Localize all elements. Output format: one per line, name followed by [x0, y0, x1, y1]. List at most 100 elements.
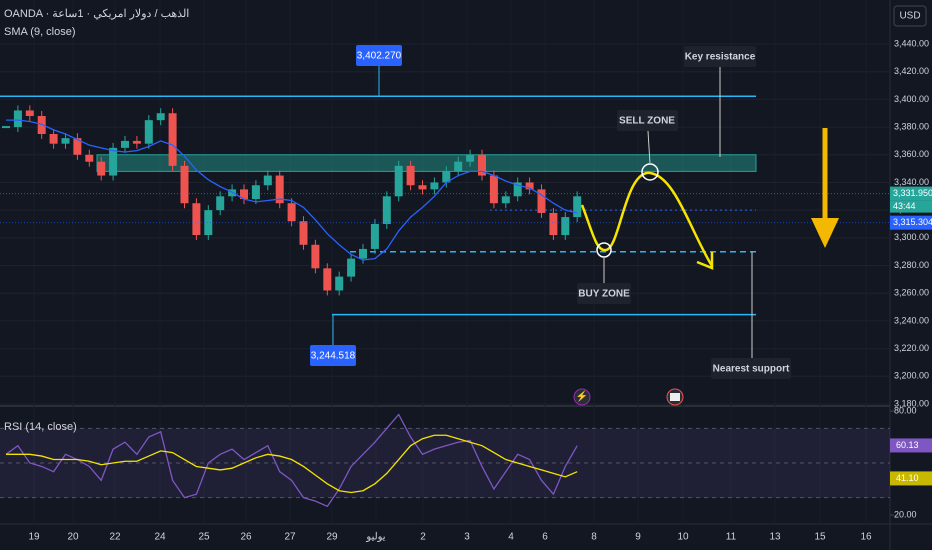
candle-body [61, 138, 70, 144]
candle-body [478, 154, 486, 176]
x-tick-label: 8 [591, 532, 597, 543]
y-tick-label: 3,400.00 [894, 94, 929, 104]
candle-body [370, 224, 379, 249]
rsi-line [5, 413, 578, 508]
x-tick-label: 4 [508, 532, 514, 543]
rsi-label[interactable]: RSI (14, close) [4, 421, 77, 433]
x-tick-label: 10 [677, 532, 689, 543]
rsi-band [0, 428, 890, 498]
level-label-box [356, 45, 402, 66]
candle-body [132, 140, 141, 144]
candle-body [180, 165, 189, 204]
candle-body [85, 154, 94, 162]
candle-body [192, 203, 201, 236]
candle-body [216, 196, 225, 211]
candle-body [263, 175, 272, 186]
rsi-ma-line [6, 434, 578, 494]
rsi-tag-label: 41.10 [896, 473, 919, 483]
level-label: 3,244.518 [311, 351, 356, 362]
annotation: Nearest support [713, 364, 790, 375]
x-tick-label: 9 [635, 532, 641, 543]
candle-body [347, 258, 356, 277]
candle-body [287, 203, 296, 222]
candle-body [144, 120, 153, 144]
x-tick-label: 20 [67, 532, 79, 543]
candle-body [25, 110, 34, 116]
candle-body [275, 175, 284, 204]
down-arrow-head [811, 218, 839, 248]
y-tick-label: 3,240.00 [894, 315, 929, 325]
rsi-tag [890, 471, 932, 486]
indicator-label[interactable]: SMA (9, close) [4, 26, 76, 38]
candle-body [454, 161, 463, 172]
candle-body [335, 276, 344, 291]
label-box [577, 283, 631, 304]
level-label-box [310, 345, 356, 366]
projection-arrow [696, 252, 714, 270]
candle-body [109, 147, 118, 176]
event-icon[interactable] [573, 388, 591, 406]
x-tick-label: 3 [464, 532, 470, 543]
candle-body [13, 110, 22, 128]
x-tick-label: 6 [542, 532, 548, 543]
x-tick-label: 29 [326, 532, 338, 543]
x-tick-label: 15 [814, 532, 826, 543]
rsi-tick-label: 80.00 [894, 405, 917, 415]
label-box [617, 110, 678, 131]
y-tick-label: 3,200.00 [894, 371, 929, 381]
candle-body [525, 182, 534, 190]
candle-body [537, 189, 546, 213]
candle-body [97, 161, 106, 176]
x-tick-label: 2 [420, 532, 426, 543]
y-tick-label: 3,180.00 [894, 398, 929, 408]
price-tag [890, 215, 932, 230]
y-tick-label: 3,280.00 [894, 260, 929, 270]
price-tag [890, 186, 932, 201]
candle-body [382, 196, 391, 224]
candle-body [251, 185, 260, 200]
currency-button[interactable] [893, 5, 927, 27]
sma-line [6, 119, 578, 261]
candle-body [121, 140, 129, 148]
x-tick-label: يوليو [365, 532, 385, 543]
event-icon-glyph: ⚡ [576, 390, 588, 403]
y-tick-label: 3,360.00 [894, 149, 929, 159]
annotation: BUY ZONE [578, 289, 630, 300]
candle-body [561, 217, 570, 236]
x-tick-label: 25 [198, 532, 210, 543]
candle-body [204, 210, 213, 236]
candle-body [323, 268, 332, 291]
candle-body [430, 182, 439, 190]
countdown: 43:44 [893, 201, 916, 211]
candle-body [240, 189, 248, 200]
x-tick-label: 24 [154, 532, 166, 543]
y-tick-label: 3,340.00 [894, 177, 929, 187]
candle-body [311, 244, 320, 269]
symbol-header[interactable]: OANDA · الذهب / دولار امريكي · 1ساعة [4, 8, 189, 20]
candle-body [418, 185, 427, 190]
annotation: SELL ZONE [619, 116, 675, 127]
buy-marker [596, 242, 612, 258]
pointer [647, 130, 651, 165]
candle-body [299, 221, 308, 245]
price-tag-label: 3,331.950 [893, 188, 932, 198]
y-tick-label: 3,380.00 [894, 121, 929, 131]
y-tick-label: 3,300.00 [894, 232, 929, 242]
candle-body [359, 248, 367, 259]
y-tick-label: 3,440.00 [894, 38, 929, 48]
candle-body [466, 154, 475, 162]
candle-body [168, 113, 177, 166]
y-tick-label: 3,420.00 [894, 66, 929, 76]
rsi-tag [890, 438, 932, 453]
x-tick-label: 19 [28, 532, 40, 543]
x-tick-label: 13 [769, 532, 781, 543]
resistance-zone [96, 154, 757, 172]
rsi-tick-label: 20.00 [894, 509, 917, 519]
rsi-tag-label: 60.13 [896, 440, 919, 450]
countdown-box [890, 200, 932, 213]
candle-body [406, 165, 415, 186]
x-tick-label: 27 [284, 532, 296, 543]
